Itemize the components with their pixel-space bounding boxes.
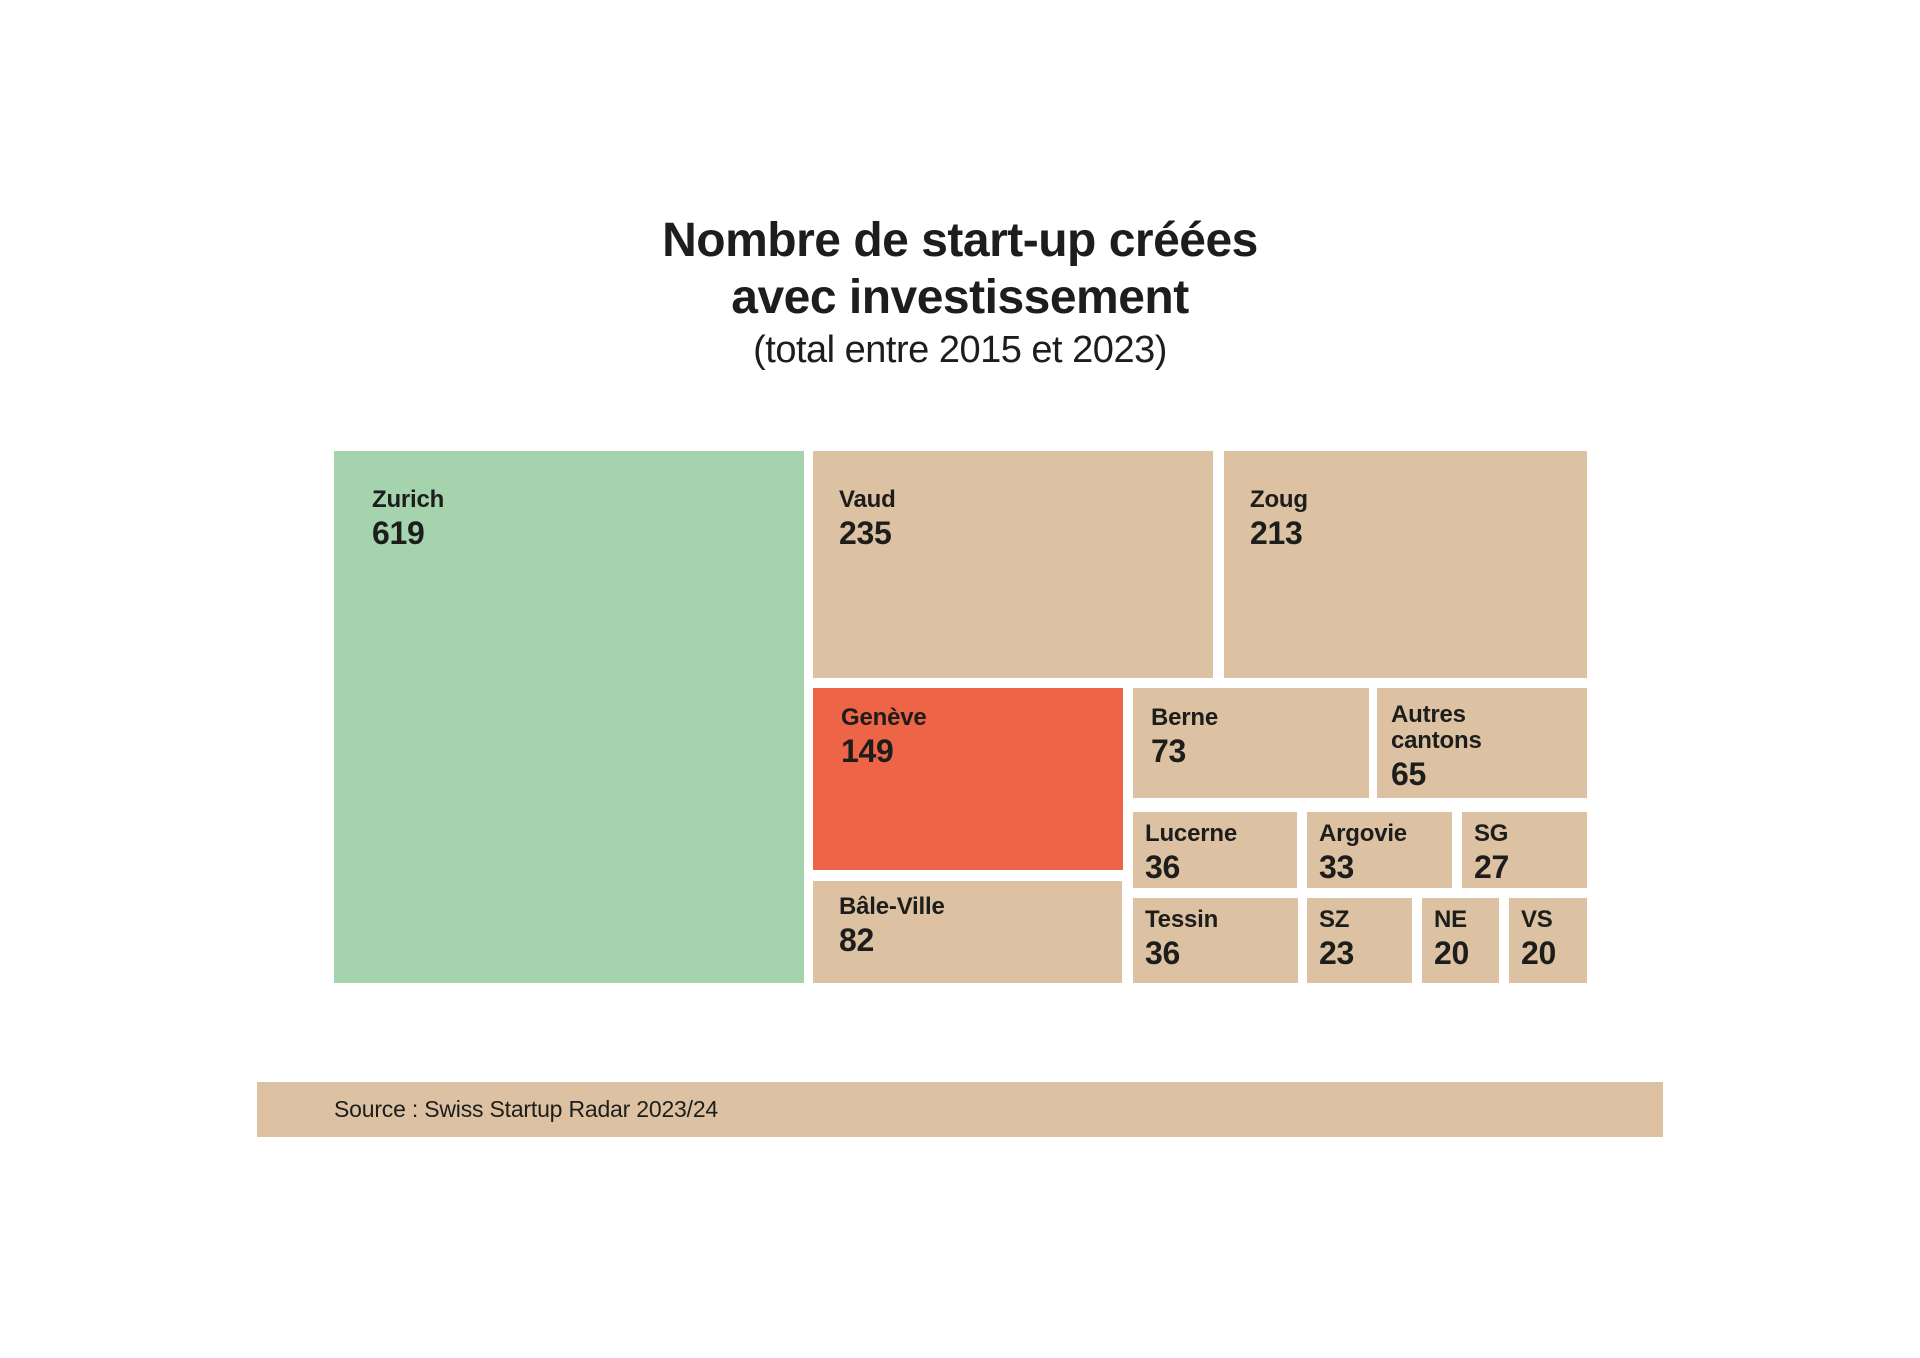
treemap: Zurich 619 Vaud 235 Zoug 213 Genève 149 … <box>334 451 1587 983</box>
chart-title-line2: avec investissement <box>731 271 1189 324</box>
tile-label: Zurich <box>372 486 445 513</box>
treemap-tile-sg: SG 27 <box>1462 812 1587 888</box>
treemap-tile-berne: Berne 73 <box>1133 688 1369 798</box>
treemap-tile-tessin: Tessin 36 <box>1133 898 1298 983</box>
tile-value: 213 <box>1250 515 1303 551</box>
tile-value: 36 <box>1145 935 1180 971</box>
tile-label: Vaud <box>839 486 896 513</box>
treemap-tile-argovie: Argovie 33 <box>1307 812 1452 888</box>
treemap-tile-zoug: Zoug 213 <box>1224 451 1587 678</box>
tile-value: 23 <box>1319 935 1354 971</box>
treemap-tile-ne: NE 20 <box>1422 898 1499 983</box>
tile-label: Tessin <box>1145 906 1219 933</box>
tile-value: 33 <box>1319 849 1354 885</box>
treemap-tile-zurich: Zurich 619 <box>334 451 804 983</box>
tile-label: NE <box>1434 906 1467 933</box>
tile-label: Autres cantons <box>1391 701 1482 754</box>
treemap-tile-sz: SZ 23 <box>1307 898 1412 983</box>
tile-label: SG <box>1474 820 1509 847</box>
tile-label: Berne <box>1151 704 1219 731</box>
tile-value: 20 <box>1434 935 1469 971</box>
tile-label: VS <box>1521 906 1553 933</box>
tile-label: Lucerne <box>1145 820 1237 847</box>
chart-subtitle: (total entre 2015 et 2023) <box>753 329 1167 371</box>
tile-value: 619 <box>372 515 425 551</box>
tile-value: 27 <box>1474 849 1509 885</box>
treemap-tile-vs: VS 20 <box>1509 898 1587 983</box>
tile-label: SZ <box>1319 906 1350 933</box>
treemap-tile-vaud: Vaud 235 <box>813 451 1213 678</box>
chart-title-line1: Nombre de start-up créées <box>662 214 1258 267</box>
treemap-tile-bale-ville: Bâle-Ville 82 <box>813 881 1122 983</box>
tile-value: 20 <box>1521 935 1556 971</box>
tile-label: Bâle-Ville <box>839 893 945 920</box>
tile-value: 235 <box>839 515 892 551</box>
tile-value: 65 <box>1391 756 1426 792</box>
source-label: Source : Swiss Startup Radar 2023/24 <box>334 1096 719 1122</box>
treemap-tile-geneve: Genève 149 <box>813 688 1123 870</box>
tile-label: Genève <box>841 704 927 731</box>
source-bar: Source : Swiss Startup Radar 2023/24 <box>257 1082 1663 1137</box>
tile-value: 36 <box>1145 849 1180 885</box>
treemap-tile-autres-cantons: Autres cantons 65 <box>1377 688 1587 798</box>
tile-value: 73 <box>1151 733 1186 769</box>
tile-label: Zoug <box>1250 486 1308 513</box>
treemap-tile-lucerne: Lucerne 36 <box>1133 812 1297 888</box>
tile-value: 149 <box>841 733 894 769</box>
tile-label: Argovie <box>1319 820 1407 847</box>
chart-header: Nombre de start-up créées avec investiss… <box>0 212 1920 373</box>
tile-value: 82 <box>839 922 874 958</box>
